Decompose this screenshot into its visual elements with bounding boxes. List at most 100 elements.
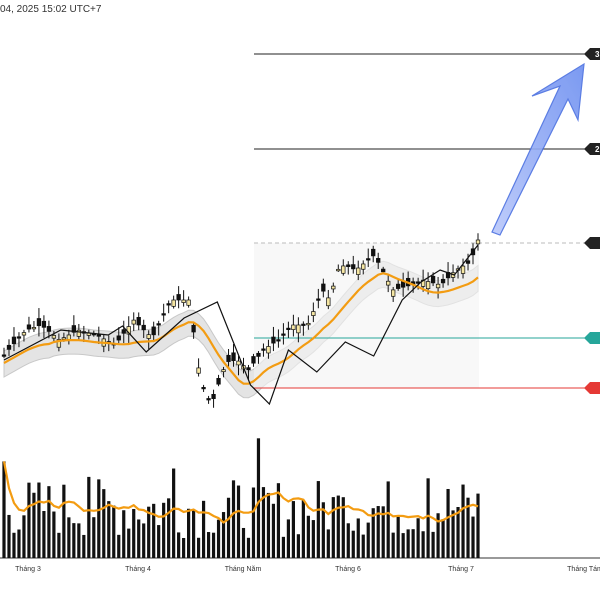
- volume-bar: [7, 514, 11, 558]
- candle-body: [475, 239, 481, 245]
- candle-body: [216, 378, 221, 385]
- candle-body: [1, 354, 7, 357]
- volume-bar: [196, 537, 201, 558]
- volume-bar: [471, 516, 475, 558]
- volume-bar: [466, 497, 470, 558]
- volume-bar: [52, 511, 56, 558]
- candle-body: [306, 322, 311, 326]
- candle-body: [201, 387, 206, 390]
- candle-body: [66, 334, 72, 340]
- candle-body: [281, 333, 286, 336]
- volume-bar: [201, 500, 206, 558]
- volume-bar: [441, 519, 445, 558]
- volume-bar: [371, 508, 375, 558]
- level-label-1: 2: [595, 145, 600, 154]
- volume-bar: [341, 497, 345, 558]
- candle-body: [236, 360, 241, 366]
- candle-body: [371, 248, 376, 257]
- volume-bar: [281, 536, 286, 558]
- x-tick-label: Tháng 6: [335, 566, 361, 573]
- volume-bar: [456, 507, 460, 558]
- candle-body: [26, 324, 32, 330]
- volume-bar: [291, 501, 295, 558]
- volume-bar: [187, 508, 191, 558]
- candle-body: [346, 264, 351, 267]
- candle-body: [336, 268, 341, 272]
- volume-bar: [92, 517, 96, 558]
- candle-body: [156, 323, 161, 326]
- candle-body: [256, 352, 261, 357]
- candle-body: [361, 263, 366, 270]
- volume-bar: [221, 512, 226, 558]
- candle-body: [291, 324, 296, 330]
- candle-body: [176, 294, 181, 301]
- level-marker-4[interactable]: [584, 382, 600, 394]
- candle-body: [56, 339, 62, 348]
- x-tick-label: Tháng 3: [15, 566, 41, 573]
- volume-bar: [266, 492, 271, 558]
- candle-body: [46, 326, 52, 332]
- volume-bar: [301, 500, 305, 558]
- candle-body: [31, 327, 37, 330]
- volume-bar: [236, 485, 241, 558]
- level-marker-2[interactable]: [584, 237, 600, 249]
- volume-bar: [396, 516, 400, 558]
- candle-body: [221, 369, 226, 373]
- candle-body: [460, 265, 466, 274]
- candle-body: [51, 335, 57, 339]
- volume-bar: [411, 529, 415, 558]
- volume-bar: [167, 498, 171, 558]
- level-marker-3[interactable]: [584, 332, 600, 344]
- candle-body: [366, 258, 371, 261]
- volume-bar: [461, 484, 465, 558]
- candle-body: [21, 332, 27, 336]
- volume-bar: [256, 438, 261, 558]
- volume-bar: [112, 505, 116, 558]
- volume-bar: [361, 534, 365, 558]
- candle-body: [136, 316, 141, 326]
- candle-body: [171, 299, 176, 307]
- volume-bar: [82, 534, 86, 558]
- candle-body: [351, 264, 356, 270]
- candle-body: [161, 313, 166, 316]
- volume-bar: [107, 501, 111, 558]
- volume-bar: [381, 506, 385, 558]
- volume-bar: [87, 476, 91, 558]
- candle-body: [376, 258, 381, 263]
- volume-bar: [162, 502, 166, 558]
- volume-bar: [286, 519, 290, 558]
- candle-body: [381, 268, 386, 273]
- x-tick-label: Tháng 4: [125, 566, 151, 573]
- candle-body: [276, 339, 281, 342]
- volume-bar: [366, 522, 370, 558]
- volume-bar: [421, 531, 425, 558]
- volume-bar: [476, 493, 480, 558]
- volume-bar: [306, 515, 310, 558]
- volume-bar: [426, 478, 430, 558]
- candle-body: [440, 278, 446, 284]
- volume-bar: [97, 479, 101, 558]
- volume-bar: [27, 482, 31, 558]
- x-tick-label: Tháng Năm: [225, 566, 262, 573]
- candle-body: [435, 283, 441, 289]
- candle-body: [296, 324, 301, 334]
- volume-bar: [451, 510, 455, 558]
- candle-body: [251, 356, 256, 364]
- volume-bar: [271, 503, 276, 558]
- volume-bar: [406, 529, 410, 558]
- candle-body: [301, 323, 306, 326]
- candle-body: [116, 335, 121, 341]
- level-marker-0[interactable]: [584, 48, 600, 60]
- range-box: [254, 243, 479, 388]
- level-marker-1[interactable]: [584, 143, 600, 155]
- candle-body: [11, 336, 17, 345]
- candle-body: [6, 344, 12, 350]
- candle-body: [386, 280, 391, 286]
- volume-ma-line: [2, 461, 479, 524]
- candle-body: [341, 265, 346, 274]
- volume-bar: [72, 523, 76, 558]
- candle-body: [246, 367, 251, 371]
- volume-bar: [177, 532, 181, 558]
- volume-bar: [192, 510, 196, 558]
